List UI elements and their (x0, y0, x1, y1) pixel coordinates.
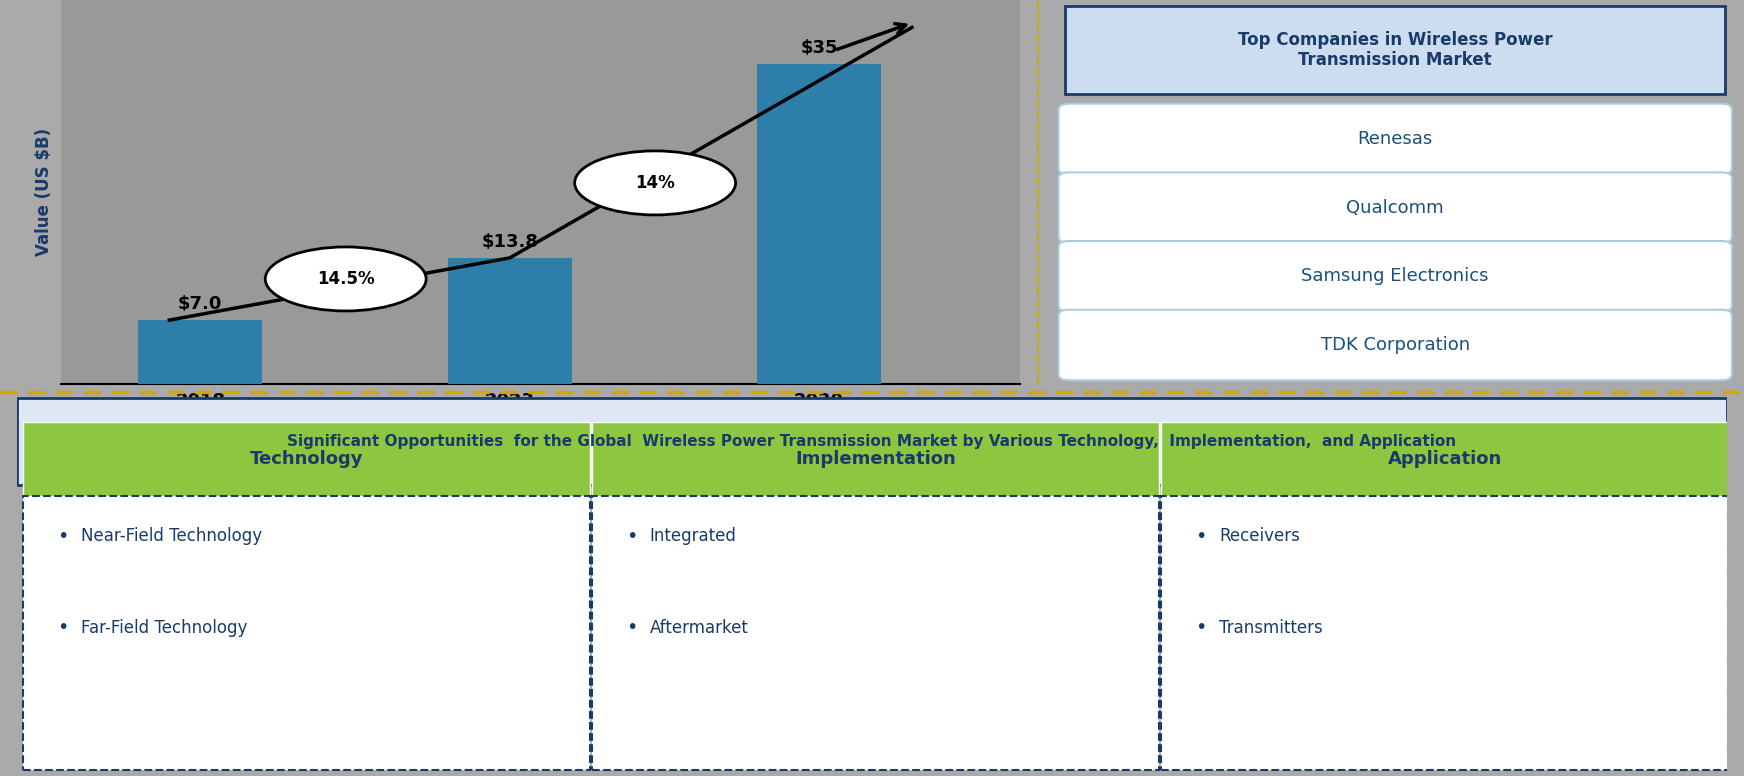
Text: 14%: 14% (635, 174, 675, 192)
FancyBboxPatch shape (1162, 497, 1728, 771)
Text: •: • (58, 618, 68, 637)
Text: Near-Field Technology: Near-Field Technology (80, 528, 262, 546)
FancyBboxPatch shape (1066, 5, 1725, 94)
Bar (138, 320, 262, 384)
Text: Qualcomm: Qualcomm (1346, 199, 1444, 217)
Text: $35: $35 (800, 39, 837, 57)
FancyBboxPatch shape (1059, 241, 1732, 312)
Text: Renesas: Renesas (1357, 130, 1434, 148)
Text: $7.0: $7.0 (178, 295, 223, 313)
FancyBboxPatch shape (23, 422, 589, 497)
FancyBboxPatch shape (23, 497, 589, 771)
FancyBboxPatch shape (591, 497, 1160, 771)
FancyBboxPatch shape (1162, 422, 1728, 497)
Text: •: • (1195, 527, 1207, 546)
Text: •: • (58, 527, 68, 546)
FancyBboxPatch shape (1059, 310, 1732, 380)
Text: Integrated: Integrated (651, 528, 736, 546)
Text: $13.8: $13.8 (481, 233, 539, 251)
Text: TDK Corporation: TDK Corporation (1320, 336, 1470, 354)
FancyBboxPatch shape (591, 422, 1160, 497)
Text: Implementation: Implementation (795, 450, 956, 469)
Text: 14.5%: 14.5% (317, 270, 375, 288)
FancyBboxPatch shape (1059, 172, 1732, 243)
Text: Samsung Electronics: Samsung Electronics (1301, 267, 1489, 286)
Text: Significant Opportunities  for the Global  Wireless Power Transmission Market by: Significant Opportunities for the Global… (288, 434, 1456, 449)
Text: Receivers: Receivers (1219, 528, 1299, 546)
Ellipse shape (265, 247, 426, 311)
Bar (757, 64, 881, 384)
FancyBboxPatch shape (1059, 104, 1732, 175)
Y-axis label: Value (US $B): Value (US $B) (35, 128, 52, 256)
Text: •: • (626, 527, 637, 546)
Text: Application: Application (1388, 450, 1502, 469)
Text: Aftermarket: Aftermarket (651, 618, 748, 636)
Ellipse shape (576, 151, 736, 215)
Text: Far-Field Technology: Far-Field Technology (80, 618, 248, 636)
Bar (448, 258, 572, 384)
Text: •: • (626, 618, 637, 637)
Text: Top Companies in Wireless Power
Transmission Market: Top Companies in Wireless Power Transmis… (1238, 30, 1552, 69)
Text: •: • (1195, 618, 1207, 637)
Text: Transmitters: Transmitters (1219, 618, 1322, 636)
FancyBboxPatch shape (17, 397, 1727, 485)
Text: Technology: Technology (249, 450, 363, 469)
